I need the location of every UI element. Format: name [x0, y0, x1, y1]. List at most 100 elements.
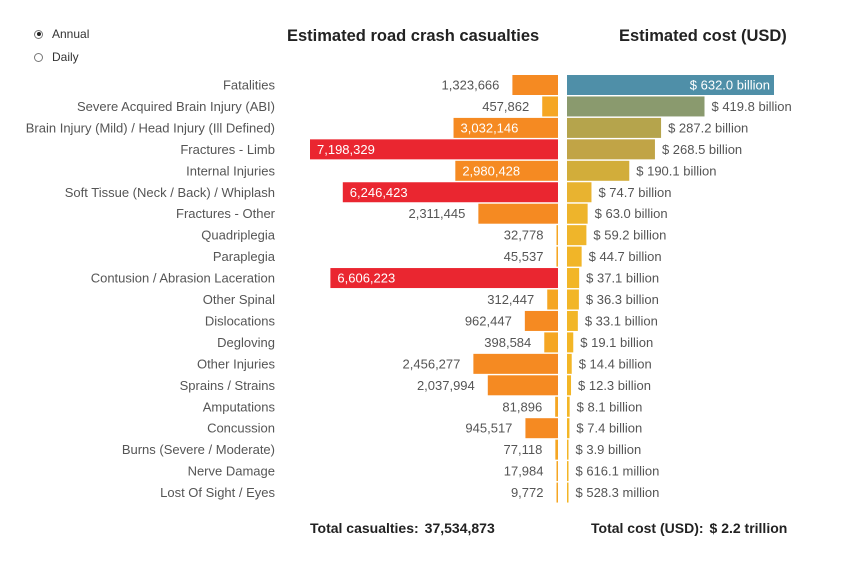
casualty-bar — [556, 482, 558, 503]
cost-value-label: $ 3.9 billion — [576, 442, 642, 457]
casualty-bar — [487, 375, 558, 396]
category-label: Soft Tissue (Neck / Back) / Whiplash — [65, 185, 275, 200]
casualty-bar — [455, 160, 558, 181]
casualty-bar — [310, 139, 558, 160]
casualty-bar — [342, 182, 558, 203]
total-casualties-label: Total casualties: — [310, 520, 419, 536]
casualty-bar — [524, 310, 558, 331]
cost-bar — [567, 182, 592, 203]
daily-radio-option[interactable]: Daily — [34, 50, 79, 64]
cost-value-label: $ 190.1 billion — [636, 163, 716, 178]
casualty-value-label: 17,984 — [504, 464, 544, 479]
cost-value-label: $ 268.5 billion — [662, 142, 742, 157]
cost-bar — [567, 246, 582, 267]
casualty-bar — [555, 396, 558, 417]
casualty-bar — [473, 353, 558, 374]
casualty-value-label: 32,778 — [504, 228, 544, 243]
cost-bar — [567, 396, 570, 417]
category-label: Lost Of Sight / Eyes — [160, 485, 275, 500]
casualty-value-label: 312,447 — [487, 292, 534, 307]
cost-value-label: $ 63.0 billion — [595, 206, 668, 221]
category-label: Sprains / Strains — [180, 378, 276, 393]
category-label: Concussion — [207, 421, 275, 436]
casualty-value-label: 6,606,223 — [337, 271, 395, 286]
casualty-bar — [556, 225, 558, 246]
casualty-bar — [556, 461, 558, 482]
category-label: Degloving — [217, 335, 275, 350]
cost-value-label: $ 14.4 billion — [579, 356, 652, 371]
category-label: Fractures - Limb — [180, 142, 275, 157]
casualty-bar — [542, 96, 558, 117]
cost-bar — [567, 289, 579, 310]
casualty-value-label: 398,584 — [484, 335, 531, 350]
casualty-bar — [544, 332, 558, 353]
daily-radio-label: Daily — [52, 50, 79, 64]
cost-value-label: $ 287.2 billion — [668, 120, 748, 135]
total-casualties: Total casualties: 37,534,873 — [310, 520, 495, 536]
category-label: Brain Injury (Mild) / Head Injury (Ill D… — [26, 120, 275, 135]
cost-bar — [567, 332, 574, 353]
cost-bar — [567, 203, 588, 224]
casualty-bar — [330, 268, 558, 289]
casualty-bar — [478, 203, 558, 224]
casualty-value-label: 9,772 — [511, 485, 544, 500]
casualty-value-label: 2,980,428 — [462, 163, 520, 178]
casualty-bar — [453, 117, 558, 138]
cost-value-label: $ 33.1 billion — [585, 313, 658, 328]
cost-value-label: $ 419.8 billion — [711, 99, 791, 114]
casualty-value-label: 2,456,277 — [403, 356, 461, 371]
casualty-value-label: 77,118 — [504, 442, 543, 457]
cost-bar — [567, 353, 572, 374]
category-label: Other Spinal — [203, 292, 275, 307]
category-label: Other Injuries — [197, 356, 276, 371]
total-cost-value: $ 2.2 trillion — [709, 520, 788, 536]
casualty-value-label: 45,537 — [504, 249, 544, 264]
category-label: Severe Acquired Brain Injury (ABI) — [77, 99, 275, 114]
casualty-value-label: 2,037,994 — [417, 378, 475, 393]
casualty-value-label: 2,311,445 — [408, 206, 465, 221]
category-label: Fractures - Other — [176, 206, 276, 221]
cost-value-label: $ 44.7 billion — [589, 249, 662, 264]
cost-value-label: $ 616.1 million — [576, 464, 660, 479]
cost-value-label: $ 632.0 billion — [690, 78, 770, 93]
total-cost-label: Total cost (USD): — [591, 520, 704, 536]
casualty-bar — [547, 289, 558, 310]
casualty-bar — [525, 418, 558, 439]
annual-radio-label: Annual — [52, 27, 90, 41]
casualty-value-label: 81,896 — [502, 399, 542, 414]
cost-value-label: $ 7.4 billion — [576, 421, 642, 436]
casualty-value-label: 6,246,423 — [350, 185, 408, 200]
casualty-value-label: 7,198,329 — [317, 142, 375, 157]
cost-bar — [567, 439, 569, 460]
cost-heading: Estimated cost (USD) — [619, 27, 787, 45]
cost-bar — [567, 96, 705, 117]
category-label: Burns (Severe / Moderate) — [122, 442, 275, 457]
cost-bar — [567, 310, 578, 331]
casualty-bar — [555, 439, 558, 460]
annual-radio-option[interactable]: Annual — [34, 27, 89, 41]
cost-value-label: $ 528.3 million — [576, 485, 660, 500]
category-label: Paraplegia — [213, 249, 276, 264]
category-label: Fatalities — [223, 78, 276, 93]
cost-bar — [567, 375, 572, 396]
category-label: Quadriplegia — [201, 228, 275, 243]
category-label: Nerve Damage — [188, 464, 275, 479]
cost-value-label: $ 19.1 billion — [580, 335, 653, 350]
cost-bar — [567, 139, 655, 160]
casualty-bar — [556, 246, 558, 267]
annual-radio-button[interactable] — [34, 29, 43, 39]
casualty-value-label: 457,862 — [482, 99, 529, 114]
casualties-heading: Estimated road crash casualties — [287, 27, 540, 45]
cost-value-label: $ 59.2 billion — [593, 228, 666, 243]
cost-value-label: $ 37.1 billion — [586, 271, 659, 286]
casualty-value-label: 1,323,666 — [442, 78, 500, 93]
cost-bar — [567, 418, 570, 439]
daily-radio-button[interactable] — [34, 52, 43, 62]
cost-bar — [567, 482, 569, 503]
cost-bar — [567, 268, 580, 289]
cost-value-label: $ 36.3 billion — [586, 292, 659, 307]
casualty-value-label: 945,517 — [465, 421, 512, 436]
cost-value-label: $ 8.1 billion — [577, 399, 643, 414]
category-label: Internal Injuries — [186, 163, 275, 178]
